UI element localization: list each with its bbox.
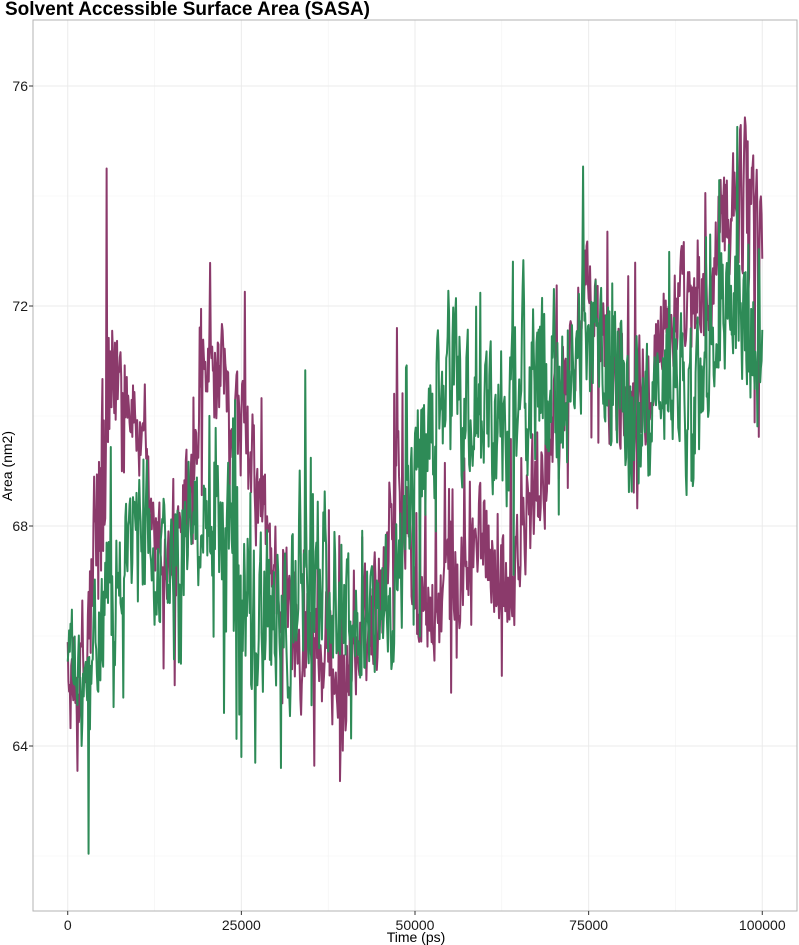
x-tick-label: 0 [64,917,72,933]
chart-title: Solvent Accessible Surface Area (SASA) [5,0,370,20]
y-tick-label: 68 [12,518,28,534]
y-axis-title: Area (nm2) [0,431,15,501]
y-tick-label: 64 [12,738,28,754]
x-axis-title: Time (ps) [387,929,446,945]
x-tick-label: 100000 [739,917,786,933]
x-tick-label: 25000 [222,917,261,933]
y-axis-ticks: 64 68 72 76 [12,78,33,754]
series-layer [66,116,764,855]
x-tick-label: 75000 [569,917,608,933]
x-axis-ticks: 0 25000 50000 75000 100000 [64,911,786,933]
y-tick-label: 72 [12,298,28,314]
x-tick-label: 50000 [396,917,435,933]
y-tick-label: 76 [12,78,28,94]
series-line-2 [66,125,764,855]
